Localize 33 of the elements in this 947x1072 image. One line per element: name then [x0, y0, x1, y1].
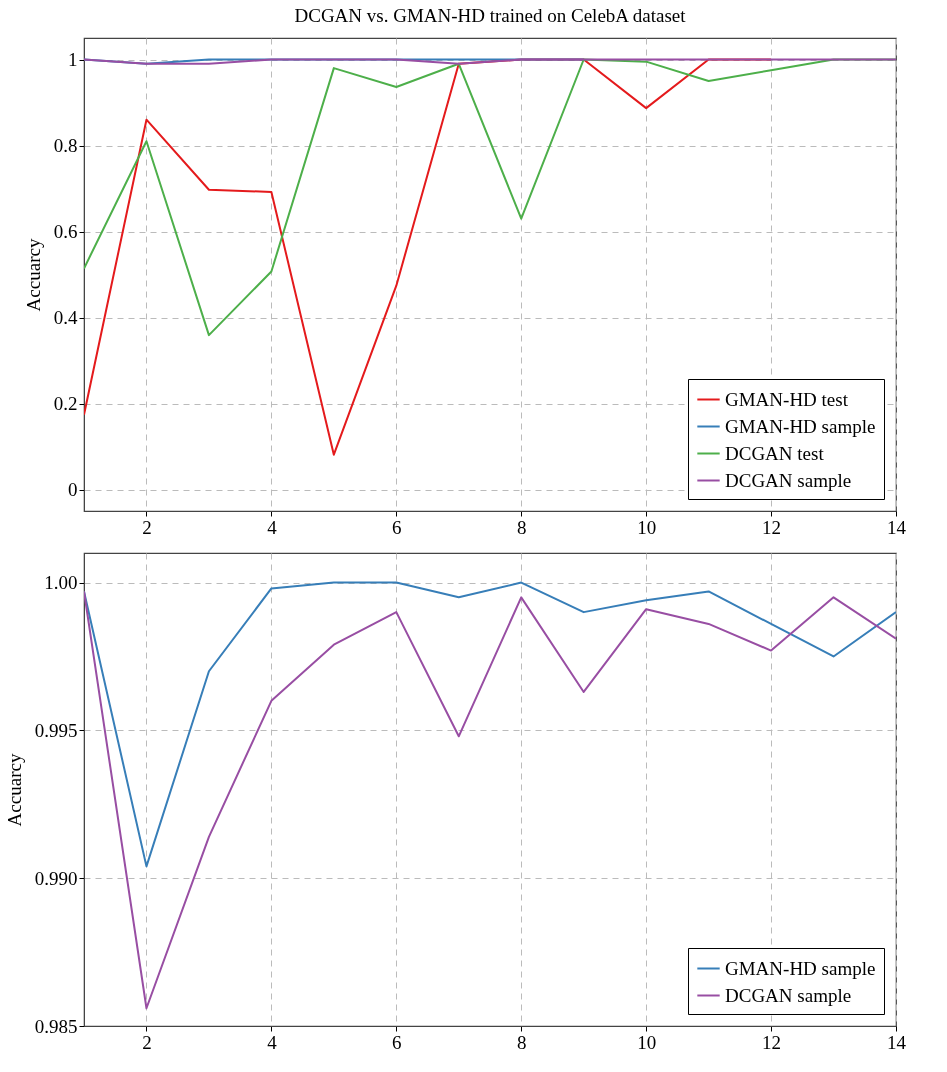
legend-label: DCGAN sample: [725, 469, 852, 491]
y-tick-label: 1.00: [44, 572, 78, 594]
x-tick-label: 14: [887, 1031, 907, 1053]
y-tick-label: 0.6: [53, 221, 78, 242]
legend-label: DCGAN test: [725, 442, 825, 464]
legend-label: GMAN-HD sample: [725, 415, 876, 437]
x-tick-label: 6: [392, 1031, 402, 1053]
x-tick-label: 6: [392, 516, 402, 538]
x-tick-label: 10: [637, 516, 657, 538]
x-tick-label: 2: [142, 516, 152, 538]
y-tick-label: 0.995: [34, 719, 78, 741]
y-axis-title: Accuarcy: [3, 753, 25, 827]
x-tick-label: 14: [887, 516, 907, 538]
legend-label: DCGAN sample: [725, 984, 852, 1006]
x-tick-label: 8: [516, 1031, 527, 1053]
x-tick-label: 12: [762, 1031, 782, 1053]
x-tick-label: 10: [637, 1031, 657, 1053]
y-tick-label: 0.8: [53, 135, 78, 156]
y-tick-label: 0.990: [34, 867, 78, 889]
legend-label: GMAN-HD test: [725, 388, 849, 410]
x-tick-label: 8: [516, 516, 527, 538]
chart-title: DCGAN vs. GMAN-HD trained on CelebA dataset: [294, 5, 687, 26]
y-tick-label: 0.2: [53, 393, 78, 414]
y-tick-label: 0.4: [53, 307, 78, 328]
x-tick-label: 12: [762, 516, 782, 538]
legend-label: GMAN-HD sample: [725, 957, 876, 979]
x-tick-label: 4: [267, 516, 278, 538]
y-tick-label: 0.985: [34, 1015, 78, 1037]
y-tick-label: 0: [68, 479, 78, 500]
y-axis-title: Accuarcy: [22, 238, 44, 312]
x-tick-label: 2: [142, 1031, 152, 1053]
x-tick-label: 4: [267, 1031, 278, 1053]
y-tick-label: 1: [68, 49, 78, 70]
